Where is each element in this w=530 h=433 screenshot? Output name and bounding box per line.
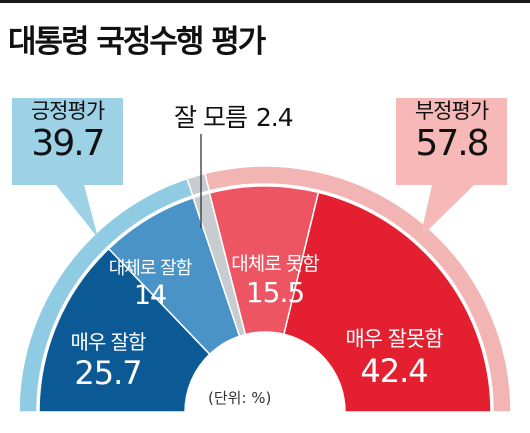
segment-fairly-good-label: 대체로 잘함 xyxy=(108,258,193,279)
segment-very-good-value: 25.7 xyxy=(74,354,142,392)
chart-title: 대통령 국정수행 평가 xyxy=(8,24,266,60)
segment-fairly-bad-label: 대체로 못함 xyxy=(231,253,319,275)
unit-note: (단위: %) xyxy=(208,389,272,407)
positive-callout-box xyxy=(12,98,123,238)
top-rule xyxy=(0,0,530,3)
segment-fairly-good-value: 14 xyxy=(133,280,167,311)
segment-very-good: 매우 잘함 25.7 xyxy=(44,330,172,392)
neutral-callout: 잘 모름 2.4 xyxy=(172,98,294,134)
negative-label: 부정평가 xyxy=(414,99,489,123)
negative-callout: 부정평가 57.8 xyxy=(396,98,507,164)
negative-group-ring xyxy=(203,165,512,413)
segment-fairly-bad: 대체로 못함 15.5 xyxy=(222,252,328,310)
neutral-value: 2.4 xyxy=(255,103,294,132)
segments xyxy=(38,185,492,413)
group-rings xyxy=(18,165,512,413)
segment-very-good-label: 매우 잘함 xyxy=(70,330,147,354)
segment-fairly-bad-value: 15.5 xyxy=(245,276,305,309)
callout-shapes xyxy=(12,98,507,238)
segment-very-bad-value: 42.4 xyxy=(360,352,428,390)
positive-value: 39.7 xyxy=(31,123,105,164)
segment-very-bad: 매우 잘못함 42.4 xyxy=(326,326,462,390)
positive-label: 긍정평가 xyxy=(30,99,105,123)
arc-very-good xyxy=(38,247,211,413)
negative-value: 57.8 xyxy=(415,123,489,164)
negative-callout-box xyxy=(396,98,507,238)
positive-callout: 긍정평가 39.7 xyxy=(12,98,123,164)
segment-fairly-good: 대체로 잘함 14 xyxy=(102,258,198,312)
segment-very-bad-label: 매우 잘못함 xyxy=(345,327,443,351)
neutral-label: 잘 모름 xyxy=(174,103,248,132)
arc-very-bad xyxy=(283,191,492,413)
